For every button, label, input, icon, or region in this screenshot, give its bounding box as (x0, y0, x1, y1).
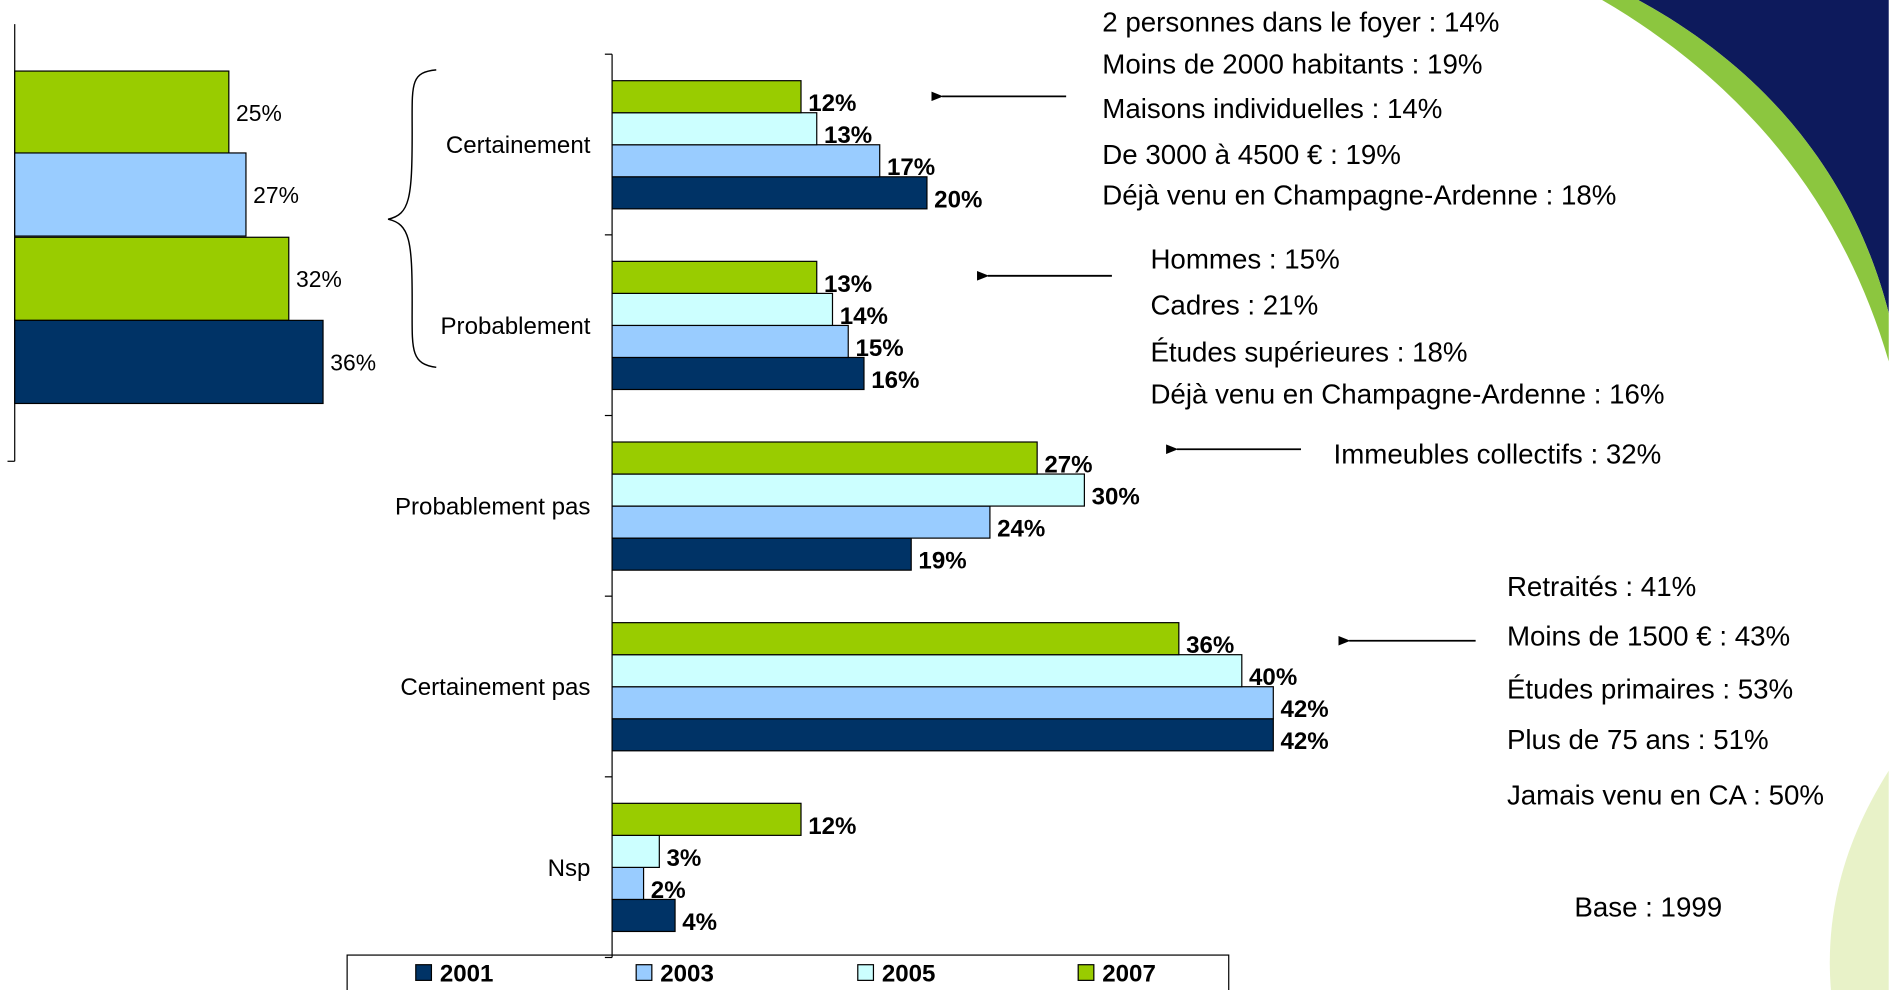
bar (611, 144, 881, 178)
bar (611, 356, 865, 391)
data-label: 12% (808, 813, 856, 840)
decoration (1602, 0, 1889, 990)
data-label: 2% (651, 877, 686, 904)
bar (611, 802, 802, 836)
category-label: Probablement (440, 313, 590, 340)
data-label: 3% (667, 845, 702, 872)
data-label: 30% (1092, 484, 1140, 511)
data-label: 36% (330, 349, 376, 375)
category-label: Probablement pas (395, 494, 590, 521)
data-label: 25% (236, 100, 282, 126)
annotation: De 3000 à 4500 € : 19% (1102, 139, 1401, 170)
data-label: 17% (887, 154, 935, 181)
category-label: Certainement (446, 132, 591, 159)
bar (611, 537, 912, 571)
legend-label: 2001 (440, 961, 494, 988)
category-label: Nsp (548, 855, 591, 882)
legend-swatch (1077, 964, 1095, 981)
bar (611, 866, 645, 901)
bar (611, 718, 1274, 752)
bar (14, 70, 230, 155)
legend-swatch (415, 964, 433, 981)
bar (611, 505, 991, 539)
legend-swatch (635, 964, 653, 981)
data-label: 42% (1281, 696, 1329, 723)
category-label: Certainement pas (400, 674, 590, 701)
bar (611, 834, 660, 868)
bar (14, 236, 290, 321)
annotation: Retraités : 41% (1507, 571, 1696, 602)
bar (611, 112, 818, 146)
annotation: Déjà venu en Champagne-Ardenne : 16% (1150, 378, 1664, 409)
legend-label: 2005 (882, 961, 936, 988)
data-label: 27% (253, 182, 299, 208)
bar (611, 176, 928, 210)
annotation: Cadres : 21% (1150, 289, 1318, 320)
data-label: 24% (997, 516, 1045, 543)
bar (611, 622, 1180, 656)
annotation: Moins de 1500 € : 43% (1507, 621, 1790, 652)
legend-label: 2003 (660, 961, 714, 988)
annotation: Études supérieures : 18% (1150, 336, 1467, 367)
annotation: Plus de 75 ans : 51% (1507, 724, 1769, 755)
bar (611, 324, 849, 359)
note: Base : 1999 (1574, 892, 1722, 923)
data-label: 15% (855, 335, 903, 362)
data-label: 40% (1249, 664, 1297, 691)
bar (14, 319, 324, 405)
data-label: 32% (296, 266, 342, 292)
data-label: 20% (934, 186, 982, 213)
data-label: 13% (824, 271, 872, 298)
annotation: Hommes : 15% (1150, 244, 1339, 275)
bar (611, 441, 1038, 475)
annotation: Jamais venu en CA : 50% (1507, 780, 1824, 811)
annotation: Moins de 2000 habitants : 19% (1102, 48, 1482, 79)
data-label: 16% (871, 367, 919, 394)
bar (14, 152, 247, 237)
legend-label: 2007 (1102, 961, 1156, 988)
annotation: Déjà venu en Champagne-Ardenne : 18% (1102, 180, 1616, 211)
arrows (931, 91, 1476, 646)
bar (611, 898, 676, 933)
annotation: Maisons individuelles : 14% (1102, 93, 1442, 124)
brace (387, 69, 437, 369)
data-label: 19% (918, 548, 966, 575)
bar (611, 686, 1274, 720)
data-label: 14% (840, 303, 888, 330)
annotation: 2 personnes dans le foyer : 14% (1102, 6, 1499, 37)
bar (611, 473, 1085, 507)
left-axis (7, 24, 16, 462)
data-label: 27% (1044, 451, 1092, 478)
bar (611, 654, 1243, 688)
annotation: Immeubles collectifs : 32% (1334, 439, 1662, 470)
annotation: Études primaires : 53% (1507, 674, 1793, 705)
bar (611, 260, 818, 294)
data-label: 12% (808, 90, 856, 117)
bar (611, 80, 802, 114)
data-label: 4% (682, 909, 717, 936)
data-label: 36% (1186, 632, 1234, 659)
legend-swatch (857, 964, 875, 981)
data-label: 42% (1281, 728, 1329, 755)
bar (611, 292, 834, 327)
data-label: 13% (824, 122, 872, 149)
